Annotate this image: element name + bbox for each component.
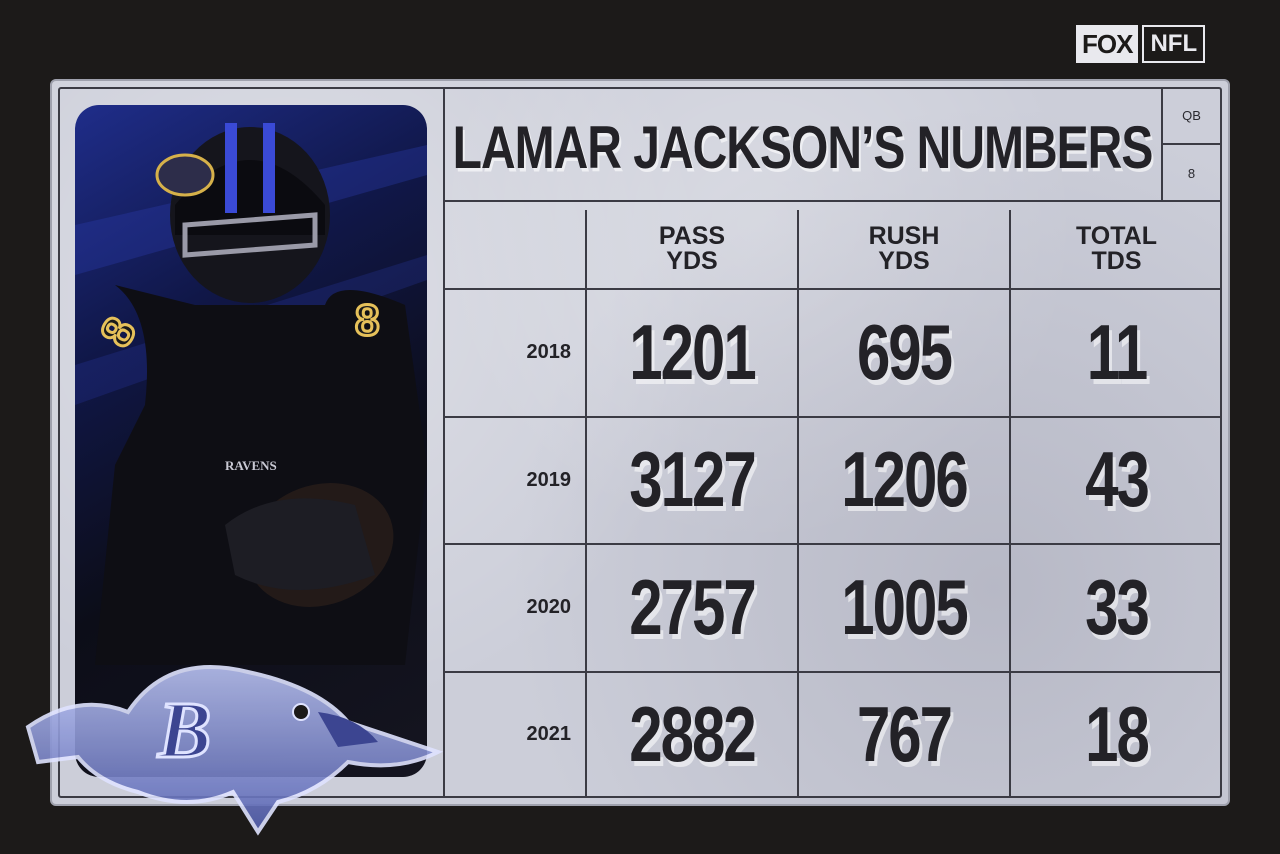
total-tds-cell: 18 [1009, 670, 1222, 797]
rush-yds-cell: 695 [797, 288, 1011, 418]
stats-table: PASS YDS RUSH YDS TOTAL TDS 2018 1201 695 1… [445, 210, 1222, 797]
table-row: 2018 1201 695 11 [445, 288, 1222, 418]
position-label: QB [1182, 107, 1201, 123]
column-header-total-tds: TOTAL TDS [1009, 210, 1222, 290]
logo-letter: B [157, 687, 211, 775]
year-cell: 2020 [445, 543, 587, 673]
pass-yds-cell: 2882 [585, 670, 799, 797]
total-tds-cell: 43 [1009, 415, 1222, 545]
table-row: 2020 2757 1005 33 [445, 543, 1222, 673]
page-title: LAMAR JACKSON’S NUMBERS [452, 115, 1154, 182]
pass-yds-cell: 2757 [585, 543, 799, 673]
year-header [445, 210, 587, 290]
table-header-row: PASS YDS RUSH YDS TOTAL TDS [445, 210, 1222, 290]
stats-card: 8 8 RAVENS LAMAR JACKSON’S NUMBERS QB 8 … [50, 79, 1230, 806]
divider [443, 87, 445, 798]
rush-yds-cell: 1206 [797, 415, 1011, 545]
column-header-pass-yds: PASS YDS [585, 210, 799, 290]
year-cell: 2019 [445, 415, 587, 545]
pass-yds-cell: 1201 [585, 288, 799, 418]
rush-yds-cell: 767 [797, 670, 1011, 797]
jersey-number: 8 [1163, 143, 1220, 201]
column-header-rush-yds: RUSH YDS [797, 210, 1011, 290]
pass-yds-cell: 3127 [585, 415, 799, 545]
player-info-box: QB 8 [1163, 87, 1220, 200]
divider [1161, 87, 1163, 200]
table-row: 2019 3127 1206 43 [445, 415, 1222, 545]
team-logo: B [25, 665, 444, 836]
total-tds-cell: 33 [1009, 543, 1222, 673]
total-tds-cell: 11 [1009, 288, 1222, 418]
divider [445, 200, 1222, 202]
network-logo: FOX NFL [1076, 25, 1220, 63]
year-cell: 2018 [445, 288, 587, 418]
jersey-text: RAVENS [225, 458, 277, 473]
year-cell: 2021 [445, 670, 587, 797]
rush-yds-cell: 1005 [797, 543, 1011, 673]
player-photo: 8 8 RAVENS [75, 105, 427, 777]
shoulder-number: 8 [355, 296, 379, 345]
table-row: 2021 2882 767 18 [445, 670, 1222, 797]
league-name: NFL [1142, 25, 1206, 63]
player-illustration: 8 8 RAVENS [75, 123, 427, 665]
network-name: FOX [1076, 25, 1139, 63]
